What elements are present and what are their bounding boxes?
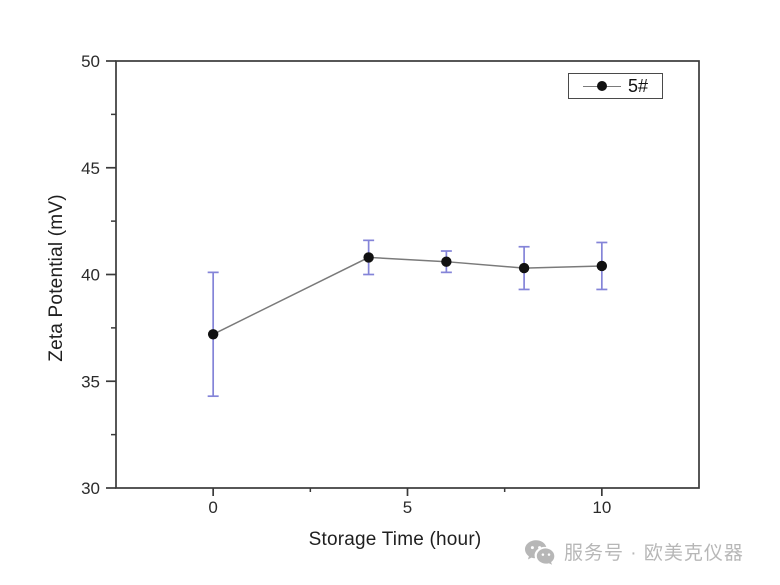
series-line bbox=[212, 256, 602, 335]
x-tick-label: 10 bbox=[592, 498, 611, 517]
y-tick-label: 45 bbox=[81, 159, 100, 178]
y-tick-label: 30 bbox=[81, 479, 100, 498]
y-tick-label: 50 bbox=[81, 52, 100, 71]
x-axis-title: Storage Time (hour) bbox=[308, 529, 482, 550]
legend-box: 5# bbox=[568, 73, 663, 99]
data-point-marker bbox=[518, 262, 530, 274]
legend-label: 5# bbox=[627, 76, 649, 96]
watermark-text: 服务号 · 欧美克仪器 bbox=[564, 542, 744, 564]
wechat-icon bbox=[525, 540, 555, 565]
legend-sample bbox=[582, 81, 621, 91]
data-point-marker bbox=[596, 260, 608, 272]
x-tick-label: 0 bbox=[208, 498, 217, 517]
y-tick-label: 40 bbox=[81, 266, 100, 285]
data-point-marker bbox=[441, 256, 452, 267]
legend-sample-marker bbox=[596, 81, 607, 91]
watermark: 服务号 · 欧美克仪器 bbox=[524, 539, 744, 567]
plot-frame bbox=[115, 60, 700, 489]
y-tick-label: 35 bbox=[81, 372, 100, 391]
y-axis-title: Zeta Potential (mV) bbox=[46, 194, 67, 362]
x-tick-label: 5 bbox=[403, 498, 412, 517]
data-point-marker bbox=[363, 252, 374, 263]
data-point-marker bbox=[207, 329, 219, 340]
